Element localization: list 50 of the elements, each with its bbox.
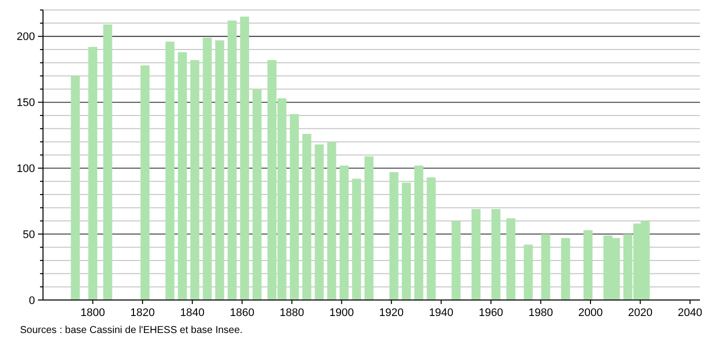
bar: [402, 182, 411, 300]
bar: [215, 40, 224, 300]
bar: [491, 209, 500, 300]
x-tick-label: 2000: [578, 307, 603, 319]
bar: [584, 230, 593, 300]
x-tick-label: 1820: [130, 307, 155, 319]
x-tick-label: 1840: [180, 307, 205, 319]
bar: [88, 46, 98, 300]
bar: [302, 134, 312, 300]
x-tick-label: 1920: [379, 307, 404, 319]
bar: [103, 24, 112, 300]
bar: [414, 166, 424, 300]
bar: [327, 142, 336, 300]
bar: [541, 234, 550, 300]
bar: [70, 76, 80, 300]
x-tick-label: 1800: [80, 307, 106, 319]
bar: [364, 156, 374, 300]
bar: [506, 218, 516, 300]
x-tick-label: 1960: [478, 307, 504, 319]
bar: [252, 89, 262, 300]
bar: [290, 114, 299, 300]
y-tick-label: 100: [16, 163, 35, 176]
bar: [352, 178, 362, 300]
x-tick-label: 1860: [230, 307, 254, 319]
bar: [178, 52, 187, 300]
source-note: Sources : base Cassini de l'EHESS et base Insee.: [20, 325, 243, 336]
bar: [314, 144, 324, 300]
y-tick-label: 50: [22, 228, 35, 241]
bar: [561, 238, 570, 300]
x-tick-label: 1900: [329, 307, 354, 319]
x-tick-label: 2040: [678, 307, 702, 319]
bar: [202, 38, 212, 300]
bar: [524, 244, 533, 300]
y-tick-label: 200: [16, 31, 35, 44]
bar: [190, 60, 200, 300]
bar: [389, 172, 398, 300]
x-tick-label: 2020: [628, 307, 653, 319]
bar: [228, 20, 237, 300]
x-tick-label: 1980: [528, 307, 553, 319]
bar: [165, 42, 174, 300]
x-tick-label: 1940: [428, 307, 454, 319]
bar: [240, 16, 250, 300]
bar: [426, 177, 436, 300]
y-tick-label: 150: [16, 97, 35, 110]
bar: [140, 65, 150, 300]
bar: [472, 209, 481, 300]
bar: [340, 166, 349, 300]
x-tick-label: 1880: [280, 307, 304, 319]
bar: [452, 220, 461, 300]
y-tick-label: 0: [28, 294, 35, 307]
